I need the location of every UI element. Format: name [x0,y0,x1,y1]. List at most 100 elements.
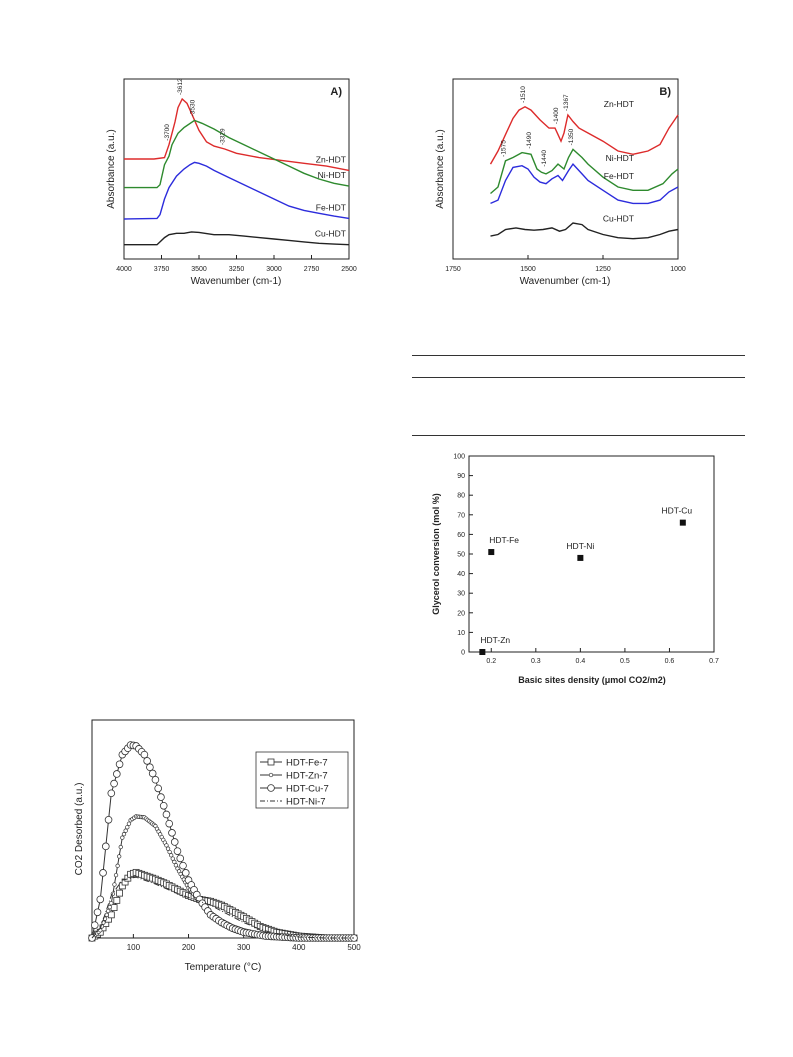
data-marker [116,889,123,897]
series-label-fe-hdt: Fe-HDT [316,202,346,212]
data-marker [173,863,179,868]
data-marker [110,904,118,912]
plot-frame [91,719,355,939]
legend-marker-hdt-cu-7 [267,784,275,792]
data-marker [170,838,179,846]
peak-annotation: -3329 [220,128,227,145]
point-label-hdt-cu: HDT-Cu [661,506,692,516]
series-hdt-fe-7 [88,868,358,942]
data-marker [99,869,107,877]
data-marker [167,849,172,855]
legend-label-hdt-fe-7: HDT-Fe-7 [286,758,328,769]
series-line-cu-hdt [124,231,350,246]
data-marker [110,779,118,788]
data-marker [170,856,175,861]
data-marker [107,789,116,798]
data-marker [169,853,174,858]
data-marker [121,832,127,837]
legend-label-hdt-cu-7: HDT-Cu-7 [286,784,329,795]
y-axis-label: Absorbance (a.u.) [106,129,117,209]
x-tick-label: 0.2 [486,658,496,665]
data-marker [113,896,121,904]
data-marker [157,793,165,801]
x-tick-label: 400 [292,943,306,952]
series-line-fe-hdt [123,161,350,220]
data-point-hdt-ni [577,554,584,561]
x-tick-label: 0.3 [531,658,541,665]
data-marker [162,810,171,819]
y-tick-label: 100 [453,454,465,461]
series-label-zn-hdt: Zn-HDT [316,154,346,164]
data-point-hdt-zn [479,649,486,655]
table-rule-header [412,377,745,378]
x-axis-label: Wavenumber (cm-1) [520,276,611,287]
panel-label: B) [659,86,671,98]
x-tick-label: 1750 [445,266,461,273]
data-marker [109,901,114,906]
y-tick-label: 50 [457,552,465,559]
y-tick-label: 70 [457,512,465,519]
data-marker [148,769,157,778]
data-marker [90,921,99,929]
peak-annotation: -1490 [526,132,533,149]
data-marker [154,784,162,793]
table-rule-top [412,355,745,356]
series-label-zn-hdt: Zn-HDT [604,99,634,109]
series-label-ni-hdt: Ni-HDT [606,153,634,163]
data-marker [115,760,124,769]
y-tick-label: 90 [457,473,465,480]
peak-annotation: -1400 [553,107,560,124]
data-marker [126,821,132,826]
data-marker [123,828,128,833]
y-tick-label: 20 [457,610,465,617]
series-label-cu-hdt: Cu-HDT [315,229,346,239]
x-tick-label: 4000 [116,266,132,273]
peak-annotation: -3612 [177,78,184,95]
data-marker [118,844,123,850]
x-tick-label: 500 [347,943,361,952]
data-point-hdt-cu [679,519,686,526]
series-line-ni-hdt [490,148,679,195]
series-line-cu-hdt [490,222,679,240]
data-marker [165,846,171,851]
legend-marker-hdt-zn-7 [268,772,274,778]
x-tick-label: 0.5 [620,658,630,665]
series-line-fe-hdt [490,162,679,205]
data-marker [140,750,149,759]
x-tick-label: 3750 [154,266,170,273]
data-marker [120,835,125,840]
x-tick-label: 0.4 [575,658,585,665]
data-marker [164,843,169,848]
x-tick-label: 0.7 [709,658,719,665]
data-marker [113,872,119,878]
y-axis-label: Absorbance (a.u.) [435,129,446,209]
series-line-zn-hdt [489,106,679,165]
legend: HDT-Fe-7 HDT-Zn-7 HDT-Cu-7 HDT-Ni-7 [255,751,349,809]
point-label-hdt-ni: HDT-Ni [566,541,594,551]
legend-label-hdt-zn-7: HDT-Zn-7 [286,771,328,782]
x-tick-label: 3500 [191,266,207,273]
panel-label: A) [330,86,342,98]
x-axis-label: Wavenumber (cm-1) [191,276,282,287]
legend-marker-hdt-fe-7 [267,758,275,766]
data-marker [159,801,168,810]
series-line-hdt-ni-7 [91,876,354,939]
data-marker [146,763,154,771]
data-point-hdt-fe [488,549,495,556]
data-marker [181,869,190,877]
data-marker [117,854,122,859]
legend-label-hdt-ni-7: HDT-Ni-7 [286,797,326,808]
x-tick-label: 300 [237,943,251,952]
data-marker [107,904,112,910]
y-tick-label: 10 [457,630,465,637]
x-tick-label: 1000 [670,266,686,273]
series-line-ni-hdt [124,119,350,189]
data-marker [176,854,185,863]
x-tick-label: 1500 [520,266,536,273]
series-line-zn-hdt [124,97,350,172]
y-axis-label: CO2 Desorbed (a.u.) [74,783,85,876]
data-marker [112,882,117,887]
peak-annotation: -1367 [563,94,570,111]
x-tick-label: 3000 [266,266,282,273]
data-marker [115,863,120,868]
